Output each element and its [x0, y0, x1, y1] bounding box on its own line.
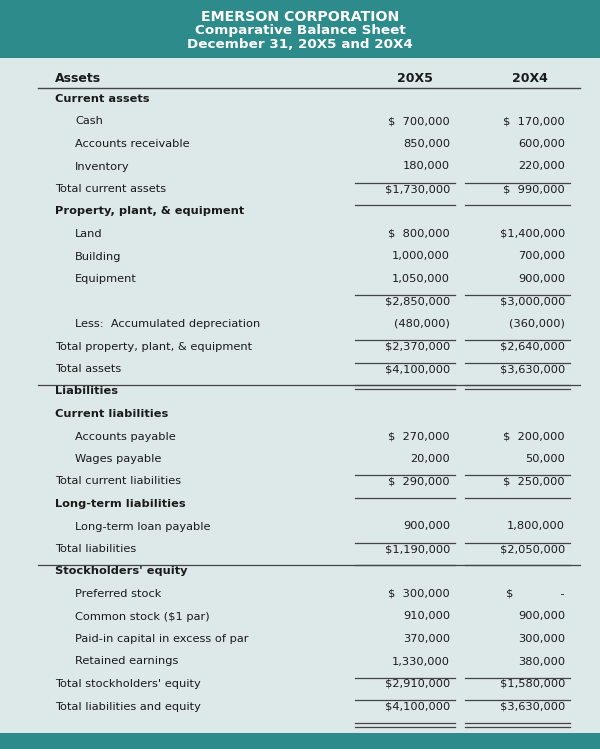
Text: $2,050,000: $2,050,000 [500, 544, 565, 554]
Text: 1,330,000: 1,330,000 [392, 657, 450, 667]
Text: 180,000: 180,000 [403, 162, 450, 172]
Text: Liabilities: Liabilities [55, 386, 118, 396]
Text: Assets: Assets [55, 72, 101, 85]
Text: Total assets: Total assets [55, 364, 121, 374]
Text: Total liabilities and equity: Total liabilities and equity [55, 702, 201, 712]
Text: $4,100,000: $4,100,000 [385, 364, 450, 374]
Text: $2,640,000: $2,640,000 [500, 342, 565, 351]
Text: Long-term loan payable: Long-term loan payable [75, 521, 211, 532]
Text: 1,050,000: 1,050,000 [392, 274, 450, 284]
Text: 910,000: 910,000 [403, 611, 450, 622]
Text: Current liabilities: Current liabilities [55, 409, 168, 419]
Text: Preferred stock: Preferred stock [75, 589, 161, 599]
Text: Comparative Balance Sheet: Comparative Balance Sheet [194, 24, 406, 37]
Text: 900,000: 900,000 [518, 274, 565, 284]
Text: $  700,000: $ 700,000 [388, 117, 450, 127]
Text: $1,190,000: $1,190,000 [385, 544, 450, 554]
Text: 300,000: 300,000 [518, 634, 565, 644]
Text: $  300,000: $ 300,000 [388, 589, 450, 599]
Text: Total current liabilities: Total current liabilities [55, 476, 181, 487]
Bar [0, 0, 600, 58]
Text: Retained earnings: Retained earnings [75, 657, 178, 667]
Text: $1,730,000: $1,730,000 [385, 184, 450, 194]
Text: (360,000): (360,000) [509, 319, 565, 329]
Text: Property, plant, & equipment: Property, plant, & equipment [55, 207, 244, 216]
Text: $  800,000: $ 800,000 [388, 229, 450, 239]
Text: $2,910,000: $2,910,000 [385, 679, 450, 689]
Text: Inventory: Inventory [75, 162, 130, 172]
Text: Current assets: Current assets [55, 94, 149, 104]
Text: Total stockholders' equity: Total stockholders' equity [55, 679, 201, 689]
Text: $3,630,000: $3,630,000 [500, 702, 565, 712]
Text: (480,000): (480,000) [394, 319, 450, 329]
Text: 20,000: 20,000 [410, 454, 450, 464]
Text: Long-term liabilities: Long-term liabilities [55, 499, 185, 509]
Text: Total property, plant, & equipment: Total property, plant, & equipment [55, 342, 252, 351]
Text: 900,000: 900,000 [518, 611, 565, 622]
Text: Stockholders' equity: Stockholders' equity [55, 566, 187, 577]
Text: 20X5: 20X5 [397, 72, 433, 85]
Text: $3,000,000: $3,000,000 [500, 297, 565, 306]
Bar [0, 733, 600, 749]
Text: 1,800,000: 1,800,000 [507, 521, 565, 532]
Text: $  270,000: $ 270,000 [388, 431, 450, 441]
Text: 20X4: 20X4 [512, 72, 548, 85]
Text: $1,580,000: $1,580,000 [500, 679, 565, 689]
Text: Common stock ($1 par): Common stock ($1 par) [75, 611, 209, 622]
Text: $  200,000: $ 200,000 [503, 431, 565, 441]
Text: Cash: Cash [75, 117, 103, 127]
Text: $1,400,000: $1,400,000 [500, 229, 565, 239]
Text: $  990,000: $ 990,000 [503, 184, 565, 194]
Text: $2,370,000: $2,370,000 [385, 342, 450, 351]
Text: $4,100,000: $4,100,000 [385, 702, 450, 712]
Text: 380,000: 380,000 [518, 657, 565, 667]
Text: 50,000: 50,000 [525, 454, 565, 464]
Text: 900,000: 900,000 [403, 521, 450, 532]
Text: 850,000: 850,000 [403, 139, 450, 149]
Text: 700,000: 700,000 [518, 252, 565, 261]
Text: Building: Building [75, 252, 121, 261]
Text: Total current assets: Total current assets [55, 184, 166, 194]
Text: 370,000: 370,000 [403, 634, 450, 644]
Text: Wages payable: Wages payable [75, 454, 161, 464]
Text: $  250,000: $ 250,000 [503, 476, 565, 487]
Text: Equipment: Equipment [75, 274, 137, 284]
Text: 1,000,000: 1,000,000 [392, 252, 450, 261]
Text: 600,000: 600,000 [518, 139, 565, 149]
Text: Total liabilities: Total liabilities [55, 544, 136, 554]
Text: $  170,000: $ 170,000 [503, 117, 565, 127]
Text: Paid-in capital in excess of par: Paid-in capital in excess of par [75, 634, 248, 644]
Text: Accounts payable: Accounts payable [75, 431, 176, 441]
Text: Accounts receivable: Accounts receivable [75, 139, 190, 149]
Text: $  290,000: $ 290,000 [388, 476, 450, 487]
Text: 220,000: 220,000 [518, 162, 565, 172]
Text: $2,850,000: $2,850,000 [385, 297, 450, 306]
Text: December 31, 20X5 and 20X4: December 31, 20X5 and 20X4 [187, 38, 413, 51]
Text: Land: Land [75, 229, 103, 239]
Text: $             -: $ - [506, 589, 565, 599]
Text: Less:  Accumulated depreciation: Less: Accumulated depreciation [75, 319, 260, 329]
Text: $3,630,000: $3,630,000 [500, 364, 565, 374]
Text: EMERSON CORPORATION: EMERSON CORPORATION [201, 10, 399, 24]
